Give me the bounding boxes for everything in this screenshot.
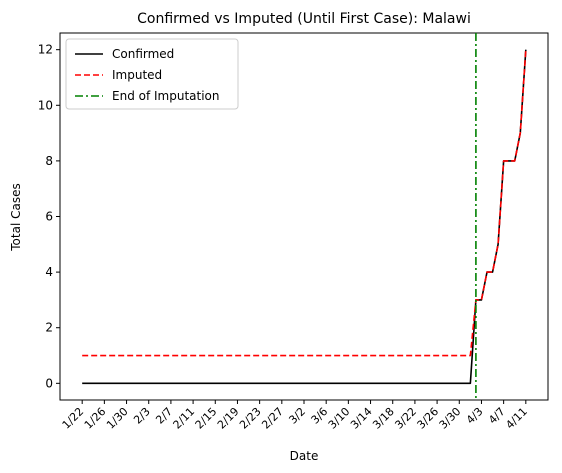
y-tick-label: 4 [45,265,53,279]
y-tick-label: 6 [45,210,53,224]
x-tick-label: 2/23 [237,405,264,432]
x-tick-label: 3/10 [326,405,353,432]
y-tick-label: 2 [45,321,53,335]
x-tick-label: 3/22 [392,405,419,432]
legend-label: End of Imputation [112,89,220,103]
x-tick-label: 4/3 [464,405,486,427]
chart-title: Confirmed vs Imputed (Until First Case):… [137,11,471,27]
x-tick-label: 2/27 [259,405,286,432]
x-tick-label: 3/18 [370,405,397,432]
y-tick-label: 10 [38,98,53,112]
y-tick-label: 0 [45,376,53,390]
x-tick-label: 3/30 [437,405,464,432]
x-tick-label: 4/11 [503,405,530,432]
x-tick-label: 1/22 [60,405,87,432]
x-tick-label: 2/19 [215,405,242,432]
x-tick-label: 1/26 [82,405,109,432]
legend-label: Imputed [112,68,162,82]
x-axis-label: Date [290,449,319,463]
y-tick-label: 8 [45,154,53,168]
legend-box [65,38,239,110]
series-line-confirmed [82,49,527,385]
legend: Confirmed Imputed End of Imputation [65,38,239,110]
x-tick-label: 3/14 [348,405,375,432]
x-tick-label: 2/3 [131,405,153,427]
x-tick-label: 2/15 [193,405,220,432]
x-tick-label: 2/11 [171,405,198,432]
y-axis-label: Total Cases [9,183,23,251]
legend-label: Confirmed [112,47,174,61]
x-tick-label: 3/26 [415,405,442,432]
y-tick-label: 12 [38,43,53,57]
x-tick-label: 3/2 [286,405,308,427]
series-line-imputed [82,49,527,357]
x-tick-label: 1/30 [104,405,131,432]
